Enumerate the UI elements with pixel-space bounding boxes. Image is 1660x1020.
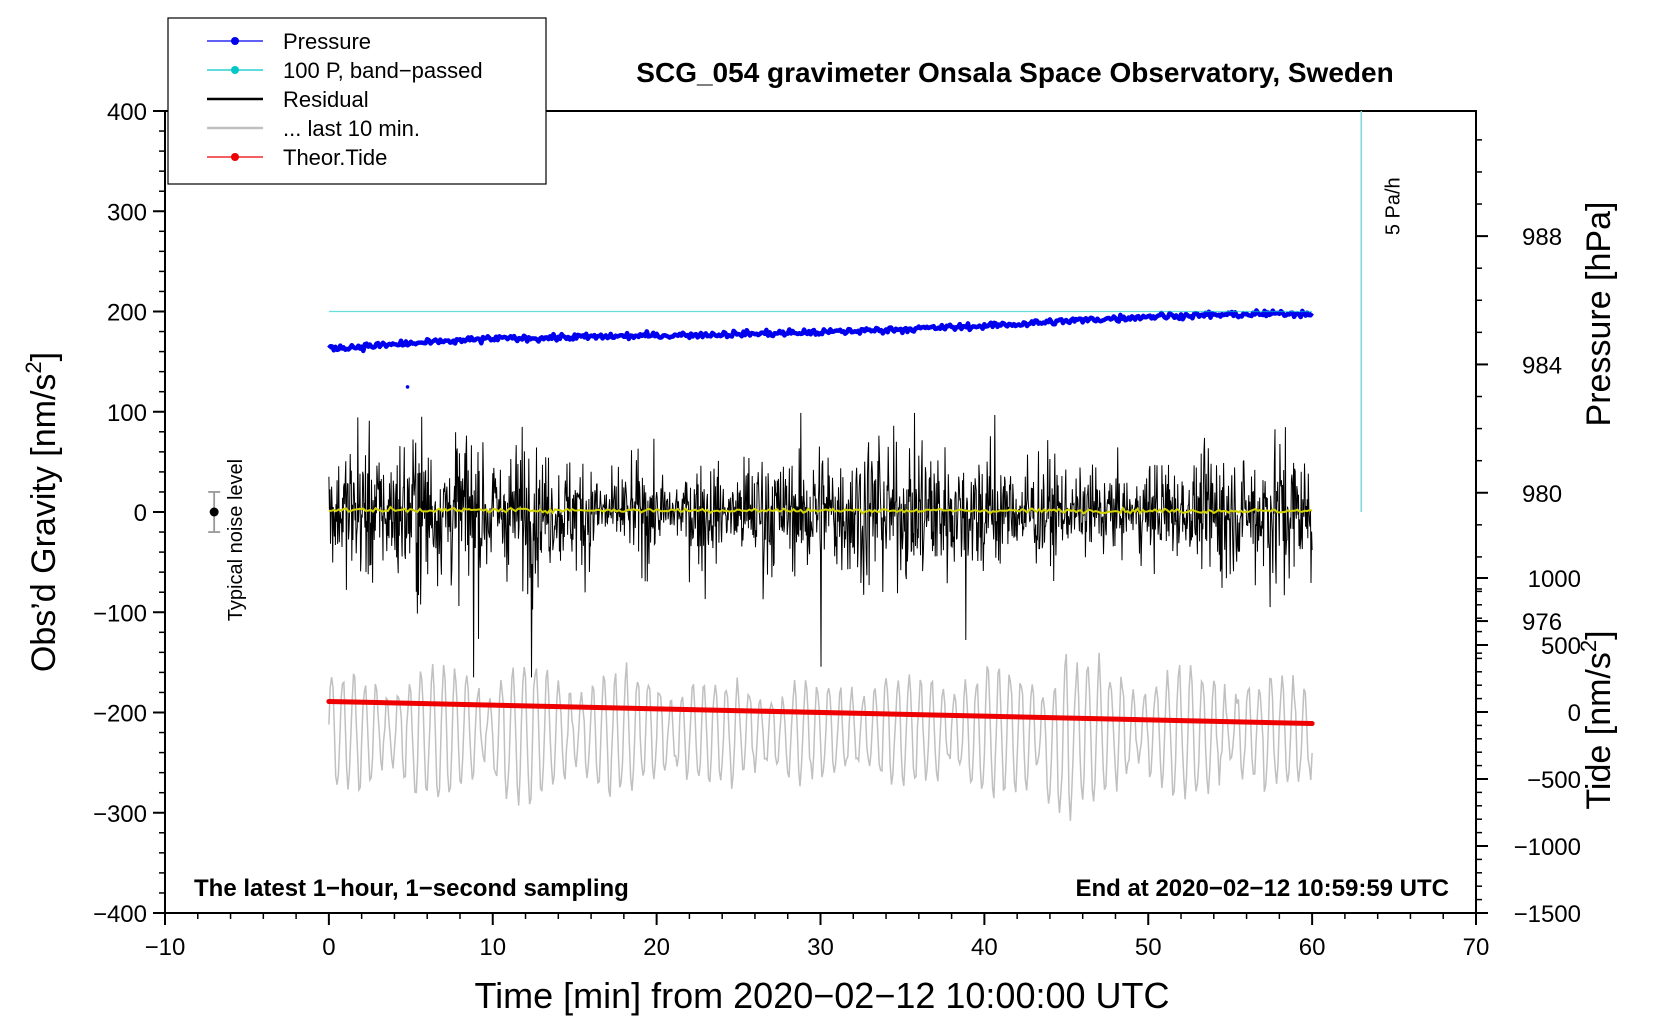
rate-annotation: 5 Pa/h bbox=[1360, 111, 1404, 512]
y-tick-label: −400 bbox=[93, 901, 147, 928]
pressure-tick-label: 976 bbox=[1522, 609, 1562, 636]
y-tick-label: −200 bbox=[93, 701, 147, 728]
y-axis-label-pressure: Pressure [hPa] bbox=[1580, 202, 1618, 427]
x-tick-label: 10 bbox=[479, 934, 506, 961]
y-axis-label-gravity-sup: 2 bbox=[21, 361, 46, 373]
y-tick-label: 100 bbox=[107, 400, 147, 427]
series-residual bbox=[328, 412, 1313, 678]
y-axis-pressure: 988 984 980 976 bbox=[1476, 139, 1562, 654]
legend-label: Pressure bbox=[283, 29, 371, 54]
y-axis-label-gravity: Obs’d Gravity [nm/s2] bbox=[21, 352, 63, 672]
residual-smoothed-line bbox=[328, 505, 1313, 515]
pressure-tick-label: 988 bbox=[1522, 224, 1562, 251]
legend-swatch-dot bbox=[231, 37, 239, 45]
pressure-outlier-point bbox=[405, 385, 410, 389]
pressure-tick-label: 980 bbox=[1522, 481, 1562, 508]
rate-label: 5 Pa/h bbox=[1382, 177, 1404, 235]
tide-tick-label: 1000 bbox=[1528, 566, 1581, 593]
tide-tick-label: −1000 bbox=[1514, 834, 1581, 861]
legend-label: Theor.Tide bbox=[283, 145, 387, 170]
x-axis-label: Time [min] from 2020−02−12 10:00:00 UTC bbox=[474, 975, 1169, 1016]
legend-box bbox=[167, 17, 547, 185]
x-tick-label: 30 bbox=[807, 934, 834, 961]
x-tick-label: −10 bbox=[145, 934, 186, 961]
tide-tick-label: 0 bbox=[1568, 700, 1581, 727]
legend-entries: Pressure 100 P, band−passed Residual ... la… bbox=[207, 29, 483, 170]
tide-tick-label: −500 bbox=[1527, 767, 1581, 794]
tide-tick-label: −1500 bbox=[1514, 901, 1581, 928]
x-axis: −10 0 10 20 30 40 50 60 70 bbox=[145, 913, 1490, 961]
y-tick-label: 0 bbox=[134, 500, 147, 527]
y-axis-tide: 1000 500 0 −500 −1000 −1500 bbox=[1476, 566, 1581, 928]
y-axis-label-tide-close: ] bbox=[1580, 630, 1618, 639]
legend-label: Residual bbox=[283, 87, 369, 112]
legend-label: ... last 10 min. bbox=[283, 116, 420, 141]
legend: Pressure 100 P, band−passed Residual ... la… bbox=[167, 17, 547, 185]
annotation-sampling: The latest 1−hour, 1−second sampling bbox=[194, 875, 629, 902]
annotation-end-time: End at 2020−02−12 10:59:59 UTC bbox=[1075, 875, 1449, 902]
series-last-10-min bbox=[328, 652, 1313, 821]
y-axis-label-tide-text: Tide [nm/s bbox=[1580, 652, 1618, 809]
x-tick-label: 20 bbox=[643, 934, 670, 961]
tide-line bbox=[326, 698, 1315, 727]
y-axis-label-gravity-close: ] bbox=[25, 352, 63, 361]
series-pressure bbox=[327, 308, 1314, 389]
tide-tick-label: 500 bbox=[1541, 633, 1581, 660]
x-tick-label: 50 bbox=[1135, 934, 1162, 961]
y-tick-label: 400 bbox=[107, 99, 147, 126]
series-theoretical-tide bbox=[326, 698, 1315, 727]
y-axis-label-gravity-text: Obs’d Gravity [nm/s bbox=[25, 374, 63, 673]
residual-line bbox=[328, 412, 1313, 678]
y-axis-label-tide: Tide [nm/s2] bbox=[1576, 630, 1618, 809]
y-tick-label: −300 bbox=[93, 801, 147, 828]
y-tick-label: −100 bbox=[93, 600, 147, 627]
x-tick-label: 70 bbox=[1463, 934, 1490, 961]
series-residual-smoothed bbox=[328, 505, 1313, 515]
y-axis-gravity: 400 300 200 100 0 −100 −200 −300 −400 bbox=[93, 99, 165, 928]
y-axis-label-tide-sup: 2 bbox=[1576, 640, 1601, 652]
noise-point bbox=[209, 507, 219, 517]
last-10-min-line bbox=[328, 652, 1313, 821]
y-tick-label: 200 bbox=[107, 300, 147, 327]
noise-level-marker: Typical noise level bbox=[208, 459, 247, 621]
x-tick-label: 60 bbox=[1299, 934, 1326, 961]
legend-swatch-dot bbox=[231, 66, 239, 74]
pressure-tick-label: 984 bbox=[1522, 352, 1562, 379]
chart-title: SCG_054 gravimeter Onsala Space Observat… bbox=[636, 57, 1393, 88]
pressure-line bbox=[327, 308, 1314, 354]
legend-swatch-dot bbox=[231, 153, 239, 161]
x-tick-label: 40 bbox=[971, 934, 998, 961]
legend-label: 100 P, band−passed bbox=[283, 58, 483, 83]
noise-label: Typical noise level bbox=[225, 459, 247, 621]
x-tick-label: 0 bbox=[322, 934, 335, 961]
y-tick-label: 300 bbox=[107, 199, 147, 226]
